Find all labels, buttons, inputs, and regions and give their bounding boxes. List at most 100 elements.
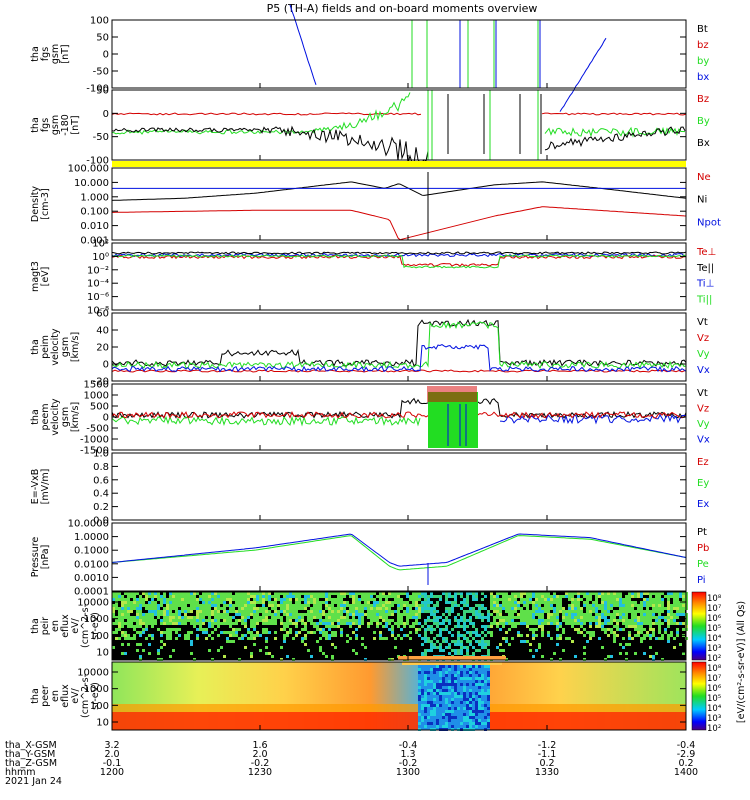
- peir-pixel: [190, 598, 193, 601]
- peir-pixel: [433, 613, 436, 616]
- peir-pixel: [505, 601, 508, 604]
- peir-pixel: [367, 613, 370, 616]
- peer-pixel: [439, 665, 442, 668]
- peer-pixel: [478, 698, 481, 701]
- peir-pixel: [316, 622, 319, 625]
- peir-pixel: [412, 595, 415, 598]
- peir-pixel: [622, 616, 625, 619]
- temp-ylabel-line: [eV]: [40, 267, 51, 287]
- peir-pixel: [343, 622, 346, 625]
- peir-pixel: [178, 634, 181, 637]
- peir-pixel: [166, 604, 169, 607]
- peir-pixel: [247, 601, 250, 604]
- peir-pixel: [316, 598, 319, 601]
- peir-pixel: [424, 637, 427, 640]
- peer-pixel: [436, 686, 439, 689]
- peir-pixel: [487, 610, 490, 613]
- peir-pixel: [568, 610, 571, 613]
- peer-pixel: [442, 677, 445, 680]
- peir-pixel: [607, 601, 610, 604]
- peir-pixel: [490, 595, 493, 598]
- peir-pixel: [631, 604, 634, 607]
- peir-pixel: [142, 631, 145, 634]
- peir-pixel: [496, 616, 499, 619]
- peir-pixel: [625, 625, 628, 628]
- peir-pixel: [145, 604, 148, 607]
- peir-pixel: [148, 607, 151, 610]
- peir-pixel: [586, 631, 589, 634]
- peem-ytick-label: 0: [103, 413, 109, 424]
- peir-pixel: [391, 610, 394, 613]
- peir-pixel: [445, 610, 448, 613]
- peir-pixel: [163, 607, 166, 610]
- peir-pixel: [505, 610, 508, 613]
- peir-pixel: [628, 622, 631, 625]
- peir-pixel: [601, 607, 604, 610]
- peir-pixel: [448, 595, 451, 598]
- peir-pixel: [649, 622, 652, 625]
- peir-pixel: [175, 604, 178, 607]
- peir-pixel: [238, 637, 241, 640]
- peir-pixel: [118, 613, 121, 616]
- peir-pixel: [511, 595, 514, 598]
- peir-pixel: [148, 595, 151, 598]
- peir-pixel: [580, 610, 583, 613]
- peer-pixel: [484, 680, 487, 683]
- peir-pixel: [415, 598, 418, 601]
- peir-pixel: [670, 616, 673, 619]
- peir-pixel: [454, 598, 457, 601]
- peir-pixel: [580, 619, 583, 622]
- peir-pixel: [619, 619, 622, 622]
- peer-pixel: [469, 668, 472, 671]
- peir-pixel: [553, 652, 556, 655]
- peir-pixel: [646, 631, 649, 634]
- peir-pixel: [295, 625, 298, 628]
- panels-layer: 100500-50-100tha fgs gsm [nT]Btbzbybx500-50…: [30, 5, 721, 731]
- peir-pixel: [520, 601, 523, 604]
- peir-pixel: [676, 607, 679, 610]
- peir-pixel: [124, 616, 127, 619]
- peir-pixel: [334, 634, 337, 637]
- peir-pixel: [649, 616, 652, 619]
- peir-pixel: [442, 613, 445, 616]
- peir-pixel: [253, 643, 256, 646]
- peir-pixel: [337, 598, 340, 601]
- peim-legend-2: Vy: [697, 349, 710, 360]
- peir-pixel: [391, 601, 394, 604]
- peir-pixel: [637, 616, 640, 619]
- peir-pixel: [559, 595, 562, 598]
- peir-pixel: [379, 604, 382, 607]
- peer-pixel: [445, 710, 448, 713]
- peir-pixel: [481, 631, 484, 634]
- peir-pixel: [301, 622, 304, 625]
- peir-pixel: [568, 622, 571, 625]
- peir-pixel: [679, 622, 682, 625]
- peir-pixel: [502, 625, 505, 628]
- peir-pixel: [382, 625, 385, 628]
- peir-pixel: [481, 604, 484, 607]
- peir-pixel: [157, 607, 160, 610]
- peir-pixel: [556, 610, 559, 613]
- peir-pixel: [475, 598, 478, 601]
- peir-pixel: [331, 622, 334, 625]
- peir-pixel: [247, 607, 250, 610]
- peir-pixel: [541, 631, 544, 634]
- figure-title: P5 (TH-A) fields and on-board moments ov…: [267, 2, 538, 15]
- peer-pixel: [469, 692, 472, 695]
- peir-pixel: [625, 607, 628, 610]
- efield-legend-1: Ey: [697, 478, 709, 489]
- peir-pixel: [217, 607, 220, 610]
- peer-pixel: [424, 674, 427, 677]
- peir-pixel: [283, 625, 286, 628]
- peir-pixel: [571, 640, 574, 643]
- peir-pixel: [475, 604, 478, 607]
- peir-pixel: [331, 643, 334, 646]
- peir-pixel: [229, 610, 232, 613]
- peir-pixel: [274, 637, 277, 640]
- peir-pixel: [409, 595, 412, 598]
- peir-pixel: [304, 628, 307, 631]
- peir-pixel: [550, 613, 553, 616]
- peir-pixel: [178, 610, 181, 613]
- peir-pixel: [424, 628, 427, 631]
- efield-ytick-label: 1.0: [93, 449, 109, 460]
